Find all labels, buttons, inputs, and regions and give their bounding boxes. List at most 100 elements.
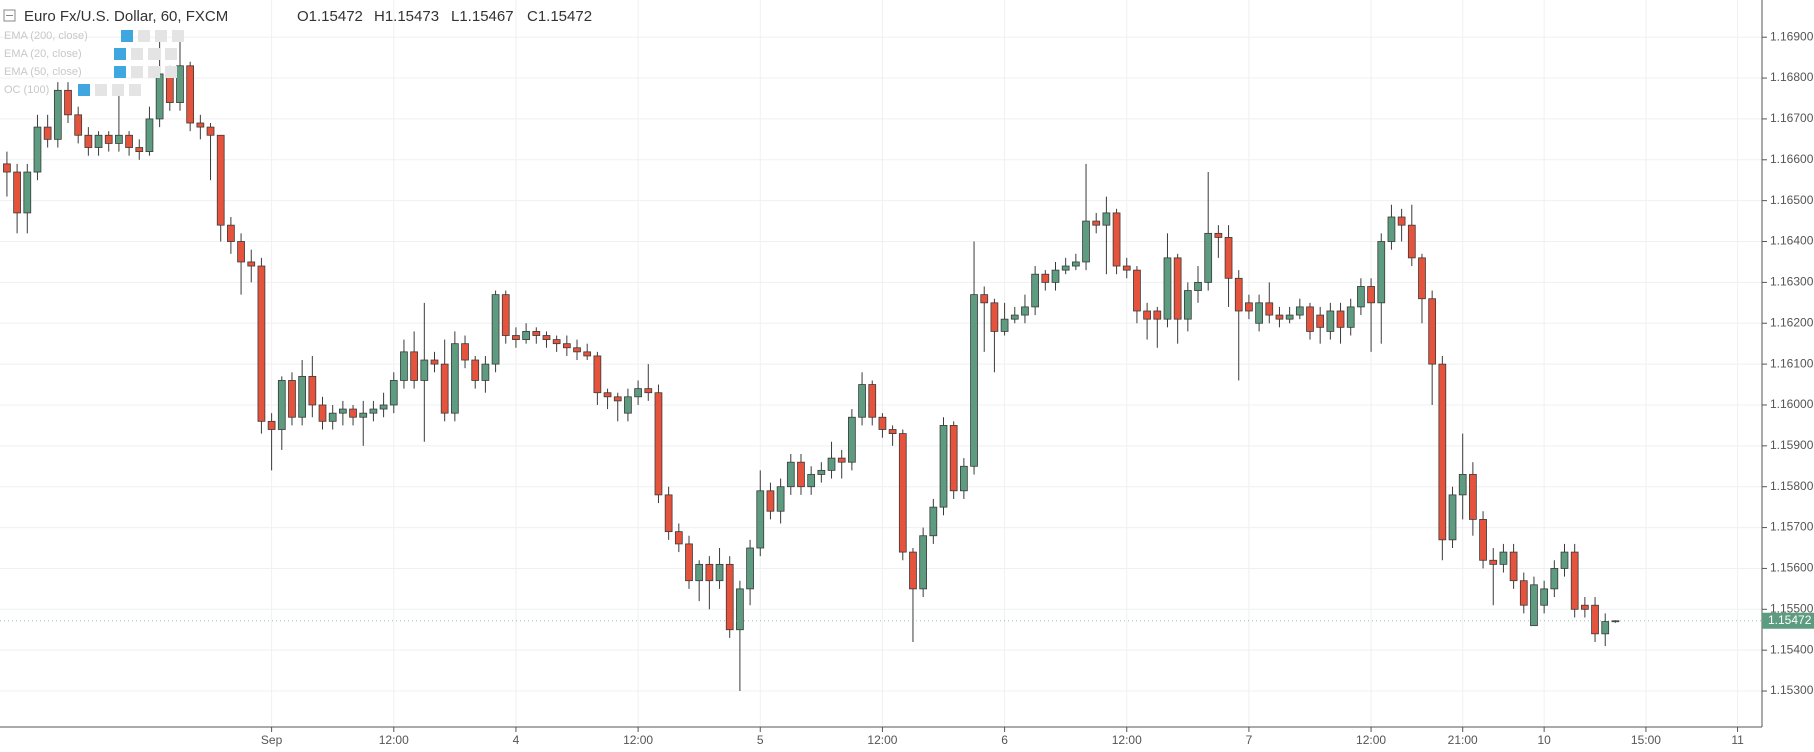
indicator-eye[interactable] — [114, 48, 126, 60]
candle-body — [1530, 584, 1538, 627]
last-price-box — [1762, 612, 1814, 629]
candle-body — [1540, 588, 1549, 606]
indicator-button[interactable] — [148, 48, 160, 60]
candle-body — [328, 412, 337, 422]
candle-body — [1021, 306, 1029, 316]
collapse-button[interactable] — [3, 9, 16, 22]
candle-body — [888, 429, 897, 434]
candle-body — [1061, 265, 1070, 271]
y-tick-label: 1.16800 — [1770, 70, 1814, 84]
candle-body — [1041, 273, 1050, 283]
indicator-button[interactable] — [95, 84, 107, 96]
candle-body — [1570, 551, 1579, 610]
candle-body — [1458, 474, 1467, 496]
candle-body — [379, 404, 388, 410]
candle-body — [848, 416, 856, 463]
ohlc-open: O1.15472 — [297, 8, 363, 25]
candle-body — [1163, 257, 1172, 320]
candle-body — [705, 563, 714, 582]
candle-body — [1479, 519, 1487, 561]
candle-body — [1581, 604, 1589, 610]
y-tick-label: 1.15800 — [1770, 479, 1814, 493]
indicator-button[interactable] — [155, 30, 167, 42]
candle-body — [1010, 314, 1019, 320]
x-tick-label: 5 — [757, 733, 764, 747]
indicator-button[interactable] — [165, 48, 177, 60]
candle-body — [115, 134, 123, 144]
x-tick-label: 12:00 — [379, 733, 409, 747]
candle-body — [1387, 216, 1396, 242]
candle-body — [919, 535, 928, 590]
indicator-button[interactable] — [112, 84, 124, 96]
candle-body — [1255, 302, 1263, 324]
x-tick-label: 12:00 — [867, 733, 897, 747]
indicator-button[interactable] — [131, 48, 143, 60]
indicator-button[interactable] — [131, 66, 143, 78]
candle-body — [970, 294, 978, 467]
candle-body — [1194, 281, 1202, 291]
y-tick-label: 1.16600 — [1770, 152, 1814, 166]
indicator-button[interactable] — [138, 30, 150, 42]
candle-body — [634, 388, 642, 398]
candle-body — [1000, 318, 1009, 332]
y-tick-label: 1.15300 — [1770, 683, 1814, 697]
candle-body — [960, 465, 968, 492]
ohlc-close: C1.15472 — [527, 8, 592, 25]
candle-body — [349, 408, 357, 418]
candle-body — [1316, 314, 1325, 328]
indicator-eye[interactable] — [121, 30, 133, 42]
candle-body — [797, 461, 805, 488]
candle-body — [53, 89, 62, 140]
candle-body — [1418, 257, 1426, 300]
candle-body — [359, 412, 368, 418]
candle-body — [1112, 212, 1121, 267]
candle-body — [298, 375, 307, 418]
indicator-button[interactable] — [172, 30, 184, 42]
candle-body — [440, 363, 449, 414]
candle-body — [196, 122, 205, 128]
candle-body — [644, 388, 653, 394]
candle-body — [84, 134, 93, 148]
candle-body — [135, 147, 144, 153]
candle-body — [3, 163, 11, 173]
candle-body — [674, 531, 683, 545]
candle-body — [369, 408, 378, 414]
y-tick-label: 1.16300 — [1770, 275, 1814, 289]
indicator-button[interactable] — [165, 66, 177, 78]
candle-body — [410, 351, 418, 381]
candle-body — [501, 294, 510, 336]
indicator-eye[interactable] — [78, 84, 90, 96]
indicator-eye[interactable] — [114, 66, 126, 78]
candle-body — [339, 408, 347, 414]
candle-body — [1275, 314, 1284, 320]
candle-body — [1122, 265, 1131, 271]
candle-body — [491, 294, 500, 365]
y-tick-label: 1.15900 — [1770, 438, 1814, 452]
candle-body — [868, 384, 877, 418]
candle-body — [1234, 277, 1243, 312]
candle-body — [461, 343, 469, 361]
candle-body — [125, 134, 133, 148]
indicator-label: EMA (50, close) — [4, 66, 82, 78]
x-tick-label: 15:00 — [1631, 733, 1661, 747]
candle-body — [1519, 580, 1528, 606]
indicator-button[interactable] — [129, 84, 141, 96]
candle-body — [1143, 310, 1151, 320]
y-tick-label: 1.16700 — [1770, 111, 1814, 125]
candle-body — [94, 134, 103, 148]
y-tick-label: 1.16100 — [1770, 356, 1814, 370]
candle-body — [155, 73, 164, 120]
candle-body — [583, 351, 592, 357]
x-tick-label: 6 — [1001, 733, 1008, 747]
candle-body — [1367, 286, 1375, 304]
candle-body — [1031, 273, 1039, 308]
candle-body — [786, 461, 795, 488]
candle-body — [74, 114, 83, 136]
candle-body — [1265, 302, 1274, 316]
candle-body — [562, 343, 571, 349]
candle-body — [165, 73, 174, 103]
candle-body — [532, 331, 541, 336]
candle-body — [837, 457, 846, 463]
candle-body — [1428, 298, 1437, 365]
indicator-button[interactable] — [148, 66, 160, 78]
